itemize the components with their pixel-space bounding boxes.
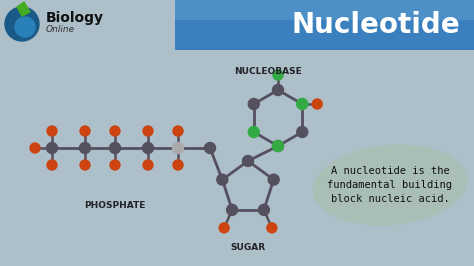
Circle shape xyxy=(297,127,308,138)
Circle shape xyxy=(143,126,153,136)
Text: Nucleotide: Nucleotide xyxy=(292,11,460,39)
Ellipse shape xyxy=(313,145,467,225)
Circle shape xyxy=(204,143,216,153)
Circle shape xyxy=(80,126,90,136)
Circle shape xyxy=(46,143,57,153)
Text: Biology: Biology xyxy=(46,11,104,25)
Circle shape xyxy=(248,127,259,138)
Circle shape xyxy=(80,143,91,153)
Circle shape xyxy=(15,17,35,37)
Circle shape xyxy=(273,140,283,152)
Circle shape xyxy=(248,98,259,110)
Text: Online: Online xyxy=(46,26,75,35)
Text: SUGAR: SUGAR xyxy=(230,243,265,252)
Circle shape xyxy=(110,126,120,136)
Circle shape xyxy=(273,70,283,80)
Circle shape xyxy=(273,140,283,152)
Circle shape xyxy=(30,143,40,153)
Circle shape xyxy=(143,143,154,153)
Circle shape xyxy=(219,223,229,233)
Circle shape xyxy=(312,99,322,109)
Circle shape xyxy=(217,174,228,185)
Polygon shape xyxy=(17,2,30,16)
Circle shape xyxy=(243,156,254,167)
Circle shape xyxy=(110,160,120,170)
Circle shape xyxy=(173,126,183,136)
Circle shape xyxy=(268,174,279,185)
Circle shape xyxy=(258,204,269,215)
Circle shape xyxy=(47,126,57,136)
Circle shape xyxy=(143,160,153,170)
Circle shape xyxy=(173,160,183,170)
Circle shape xyxy=(227,204,237,215)
FancyBboxPatch shape xyxy=(175,0,474,20)
Circle shape xyxy=(5,7,39,41)
Circle shape xyxy=(173,143,183,153)
Text: PHOSPHATE: PHOSPHATE xyxy=(84,201,146,210)
Circle shape xyxy=(267,223,277,233)
Circle shape xyxy=(297,98,308,110)
Circle shape xyxy=(47,160,57,170)
Circle shape xyxy=(109,143,120,153)
Text: NUCLEOBASE: NUCLEOBASE xyxy=(234,68,302,77)
FancyBboxPatch shape xyxy=(175,0,474,50)
Circle shape xyxy=(80,160,90,170)
Text: A nucleotide is the
fundamental building
block nucleic acid.: A nucleotide is the fundamental building… xyxy=(328,166,453,204)
Circle shape xyxy=(273,85,283,95)
